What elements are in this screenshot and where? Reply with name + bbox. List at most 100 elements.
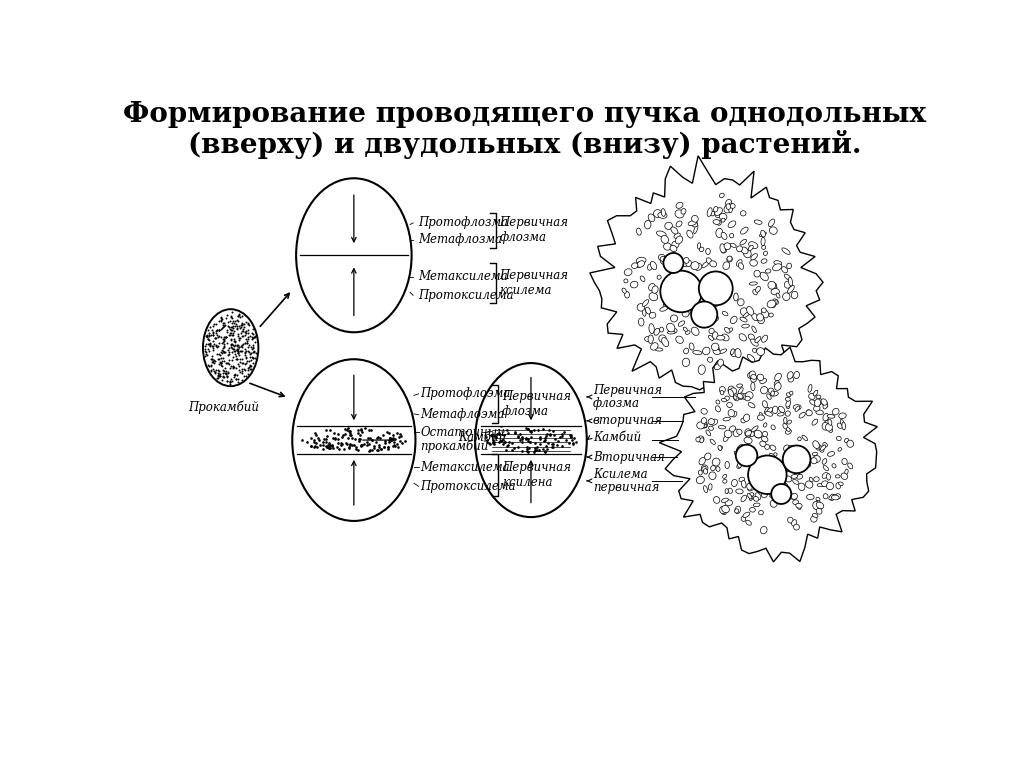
Ellipse shape	[637, 261, 644, 268]
Point	[224, 339, 241, 351]
Ellipse shape	[739, 334, 746, 341]
Point	[227, 347, 244, 360]
Point	[226, 317, 243, 329]
Ellipse shape	[760, 232, 766, 236]
Ellipse shape	[816, 509, 822, 514]
Ellipse shape	[731, 479, 737, 486]
Ellipse shape	[715, 208, 723, 216]
Point	[228, 369, 245, 381]
Point	[224, 375, 241, 387]
Ellipse shape	[750, 495, 753, 501]
Point	[215, 333, 231, 345]
Ellipse shape	[821, 481, 828, 486]
Point	[215, 317, 231, 329]
Point	[215, 340, 231, 352]
Ellipse shape	[648, 335, 653, 344]
Ellipse shape	[812, 453, 817, 456]
Ellipse shape	[737, 464, 741, 469]
Ellipse shape	[701, 465, 708, 471]
Ellipse shape	[708, 208, 712, 216]
Ellipse shape	[799, 483, 805, 491]
Point	[225, 329, 242, 341]
Ellipse shape	[802, 457, 809, 465]
Point	[228, 353, 245, 365]
Point	[229, 328, 246, 340]
Ellipse shape	[637, 228, 641, 235]
Ellipse shape	[717, 335, 725, 340]
Ellipse shape	[751, 254, 758, 260]
Ellipse shape	[775, 476, 780, 480]
Text: флозма: флозма	[593, 397, 640, 410]
Ellipse shape	[741, 393, 749, 400]
Ellipse shape	[740, 239, 746, 245]
Ellipse shape	[730, 349, 734, 354]
Ellipse shape	[697, 311, 703, 318]
Ellipse shape	[693, 225, 698, 234]
Ellipse shape	[696, 437, 700, 442]
Ellipse shape	[716, 229, 723, 238]
Ellipse shape	[722, 334, 729, 341]
Ellipse shape	[831, 495, 840, 500]
Ellipse shape	[642, 300, 649, 307]
Ellipse shape	[752, 313, 758, 321]
Ellipse shape	[716, 275, 721, 285]
Point	[242, 351, 258, 363]
Text: Первичная
ксилема: Первичная ксилема	[500, 269, 568, 297]
Ellipse shape	[642, 308, 646, 316]
Point	[233, 367, 250, 380]
Ellipse shape	[724, 430, 732, 438]
Point	[222, 377, 239, 390]
Point	[226, 370, 243, 382]
Point	[246, 331, 262, 343]
Point	[218, 367, 234, 380]
Point	[231, 344, 248, 357]
Ellipse shape	[715, 347, 719, 353]
Ellipse shape	[297, 212, 411, 332]
Point	[237, 364, 253, 376]
Ellipse shape	[820, 445, 826, 450]
Ellipse shape	[701, 292, 707, 298]
Ellipse shape	[772, 264, 781, 271]
Ellipse shape	[730, 316, 737, 324]
Ellipse shape	[773, 459, 779, 466]
Point	[217, 312, 233, 324]
Point	[205, 363, 221, 375]
Ellipse shape	[698, 272, 733, 305]
Ellipse shape	[709, 328, 714, 334]
Ellipse shape	[660, 271, 701, 312]
Ellipse shape	[842, 459, 847, 465]
Ellipse shape	[653, 209, 662, 217]
Point	[223, 324, 240, 336]
Ellipse shape	[792, 520, 797, 526]
Point	[240, 318, 256, 331]
Ellipse shape	[743, 453, 751, 459]
Ellipse shape	[712, 302, 720, 307]
Ellipse shape	[749, 334, 755, 340]
Ellipse shape	[735, 348, 741, 357]
Ellipse shape	[842, 422, 846, 430]
Ellipse shape	[715, 364, 721, 370]
Point	[214, 322, 230, 334]
Point	[208, 332, 224, 344]
Point	[216, 341, 232, 354]
Point	[225, 343, 242, 355]
Point	[218, 357, 234, 369]
Ellipse shape	[763, 431, 768, 436]
Ellipse shape	[676, 259, 683, 264]
Point	[237, 349, 253, 361]
Point	[217, 331, 233, 343]
Point	[243, 363, 259, 375]
Ellipse shape	[730, 350, 737, 357]
Ellipse shape	[793, 464, 799, 470]
Ellipse shape	[723, 479, 727, 483]
Point	[214, 337, 230, 349]
Ellipse shape	[836, 475, 840, 478]
Ellipse shape	[728, 386, 734, 393]
Point	[222, 338, 239, 351]
Ellipse shape	[656, 231, 667, 237]
Ellipse shape	[736, 384, 742, 387]
Ellipse shape	[736, 259, 742, 266]
Point	[206, 364, 222, 377]
Point	[208, 339, 224, 351]
Point	[230, 341, 247, 353]
